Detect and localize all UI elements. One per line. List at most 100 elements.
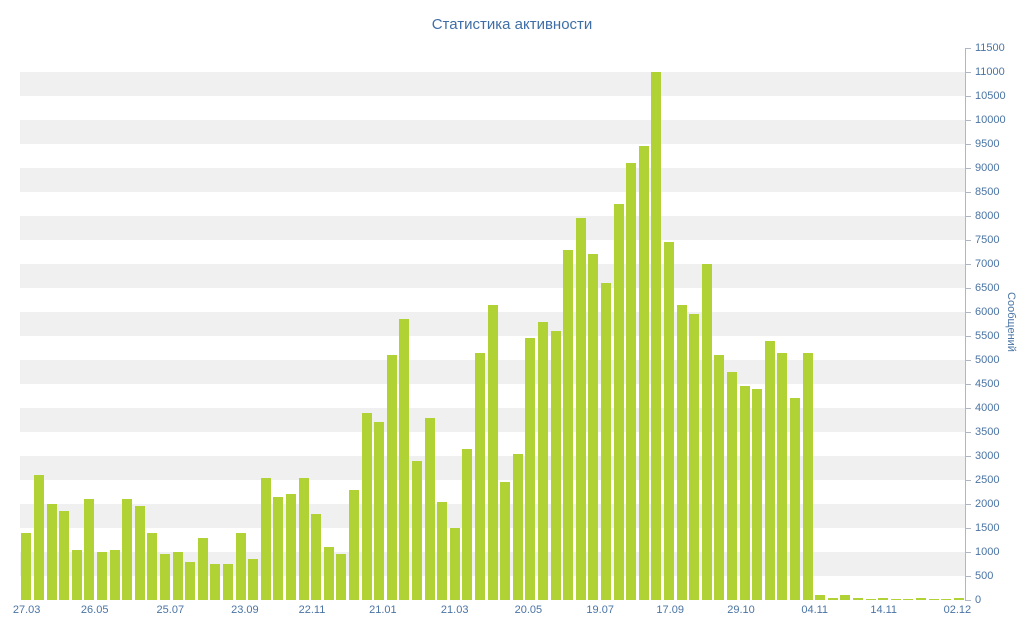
bar[interactable] xyxy=(424,417,435,600)
bar[interactable] xyxy=(487,304,498,600)
bar[interactable] xyxy=(638,146,649,600)
y-axis-title: Сообщений xyxy=(1005,292,1017,352)
y-tick xyxy=(966,384,971,385)
bar[interactable] xyxy=(663,242,674,600)
bar[interactable] xyxy=(159,554,170,600)
y-tick-label: 0 xyxy=(975,594,982,606)
y-tick xyxy=(966,168,971,169)
bar[interactable] xyxy=(865,598,876,600)
bar[interactable] xyxy=(600,283,611,600)
bar[interactable] xyxy=(777,352,788,600)
bar[interactable] xyxy=(840,594,851,600)
y-tick-label: 11500 xyxy=(975,42,1005,54)
bar[interactable] xyxy=(802,352,813,600)
y-tick-label: 9500 xyxy=(975,138,1000,150)
bar[interactable] xyxy=(210,564,221,600)
bar[interactable] xyxy=(626,163,637,600)
bar[interactable] xyxy=(298,477,309,600)
bar[interactable] xyxy=(348,489,359,600)
bar[interactable] xyxy=(878,597,889,600)
bar[interactable] xyxy=(613,204,624,600)
x-tick-label: 21.01 xyxy=(369,604,397,616)
bar[interactable] xyxy=(285,494,296,600)
bar[interactable] xyxy=(399,319,410,600)
bar[interactable] xyxy=(260,477,271,600)
bar[interactable] xyxy=(752,388,763,600)
y-tick-label: 9000 xyxy=(975,162,1000,174)
bar[interactable] xyxy=(122,499,133,600)
bar[interactable] xyxy=(676,304,687,600)
bar[interactable] xyxy=(374,422,385,600)
y-tick xyxy=(966,432,971,433)
bar[interactable] xyxy=(689,314,700,600)
bar[interactable] xyxy=(84,499,95,600)
bar[interactable] xyxy=(815,595,826,600)
bar[interactable] xyxy=(588,254,599,600)
bar[interactable] xyxy=(575,218,586,600)
y-tick xyxy=(966,528,971,529)
bar[interactable] xyxy=(21,532,32,600)
bar[interactable] xyxy=(701,264,712,600)
bar[interactable] xyxy=(172,552,183,600)
bar[interactable] xyxy=(500,482,511,600)
bar[interactable] xyxy=(537,321,548,600)
bar[interactable] xyxy=(185,561,196,600)
bar[interactable] xyxy=(323,547,334,600)
bar[interactable] xyxy=(852,597,863,600)
bar[interactable] xyxy=(953,598,964,600)
y-tick-label: 6000 xyxy=(975,306,1000,318)
bar[interactable] xyxy=(109,549,120,600)
bar[interactable] xyxy=(563,249,574,600)
bar[interactable] xyxy=(273,496,284,600)
y-tick-label: 500 xyxy=(975,570,994,582)
bar[interactable] xyxy=(651,72,662,600)
bar[interactable] xyxy=(474,352,485,600)
y-tick-label: 5000 xyxy=(975,354,1000,366)
bar[interactable] xyxy=(915,598,926,600)
bar[interactable] xyxy=(336,554,347,600)
bar[interactable] xyxy=(739,386,750,600)
bar[interactable] xyxy=(134,506,145,600)
bar[interactable] xyxy=(59,511,70,600)
bar[interactable] xyxy=(197,537,208,600)
bar[interactable] xyxy=(449,528,460,600)
x-axis: 27.03 26.05 25.07 23.09 22.11 21.01 21.03 20.05… xyxy=(13,604,971,620)
bar[interactable] xyxy=(311,513,322,600)
bar[interactable] xyxy=(71,549,82,600)
bar[interactable] xyxy=(248,559,259,600)
y-tick xyxy=(966,360,971,361)
bar[interactable] xyxy=(714,355,725,600)
bar[interactable] xyxy=(941,598,952,600)
bar[interactable] xyxy=(361,412,372,600)
bar[interactable] xyxy=(890,598,901,600)
x-tick-label: 04.11 xyxy=(801,604,829,616)
bar[interactable] xyxy=(437,501,448,600)
x-tick-label: 19.07 xyxy=(586,604,614,616)
x-tick-label: 20.05 xyxy=(514,604,543,616)
y-tick-label: 4500 xyxy=(975,378,1000,390)
bar[interactable] xyxy=(903,598,914,600)
bar[interactable] xyxy=(96,552,107,600)
bar[interactable] xyxy=(147,532,158,600)
bar[interactable] xyxy=(512,453,523,600)
bar[interactable] xyxy=(33,475,44,600)
bar[interactable] xyxy=(550,331,561,600)
bar[interactable] xyxy=(222,564,233,600)
bar[interactable] xyxy=(462,448,473,600)
bar[interactable] xyxy=(928,598,939,600)
bar[interactable] xyxy=(386,355,397,600)
x-tick-label: 21.03 xyxy=(440,604,469,616)
x-tick-label: 17.09 xyxy=(656,604,684,616)
y-tick xyxy=(966,552,971,553)
bar[interactable] xyxy=(411,460,422,600)
bar[interactable] xyxy=(764,340,775,600)
bar[interactable] xyxy=(789,398,800,600)
x-tick-label: 29.10 xyxy=(727,604,755,616)
bar[interactable] xyxy=(827,597,838,600)
bar[interactable] xyxy=(235,532,246,600)
y-tick xyxy=(966,336,971,337)
y-tick xyxy=(966,72,971,73)
bar[interactable] xyxy=(46,504,57,600)
bar[interactable] xyxy=(525,338,536,600)
bar[interactable] xyxy=(726,372,737,600)
